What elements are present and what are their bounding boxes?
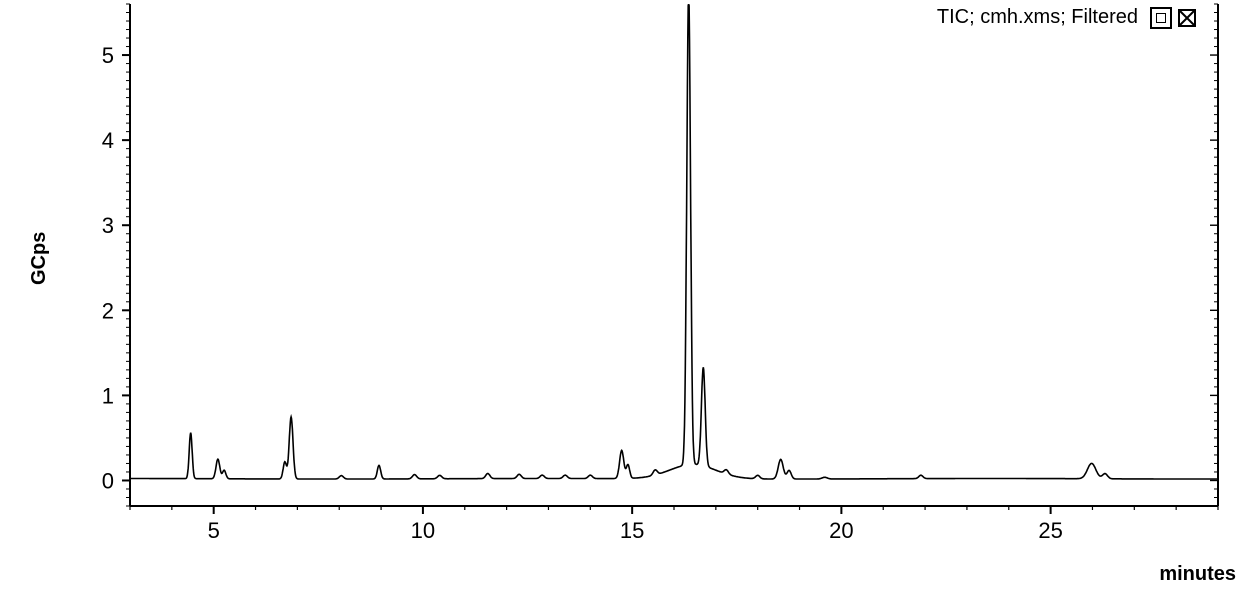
- svg-text:20: 20: [829, 518, 853, 543]
- svg-text:1: 1: [102, 383, 114, 408]
- svg-text:3: 3: [102, 213, 114, 238]
- chromatogram-plot: 5 10 15 20 25 0 1 2 3 4 5: [0, 0, 1240, 590]
- chart-root: { "chart": { "type": "line", "ylabel": "…: [0, 0, 1240, 590]
- svg-text:4: 4: [102, 128, 114, 153]
- svg-text:5: 5: [208, 518, 220, 543]
- svg-text:2: 2: [102, 298, 114, 323]
- svg-text:10: 10: [411, 518, 435, 543]
- svg-text:15: 15: [620, 518, 644, 543]
- signal-trace: [130, 4, 1218, 479]
- svg-text:5: 5: [102, 43, 114, 68]
- svg-text:0: 0: [102, 468, 114, 493]
- svg-text:25: 25: [1038, 518, 1062, 543]
